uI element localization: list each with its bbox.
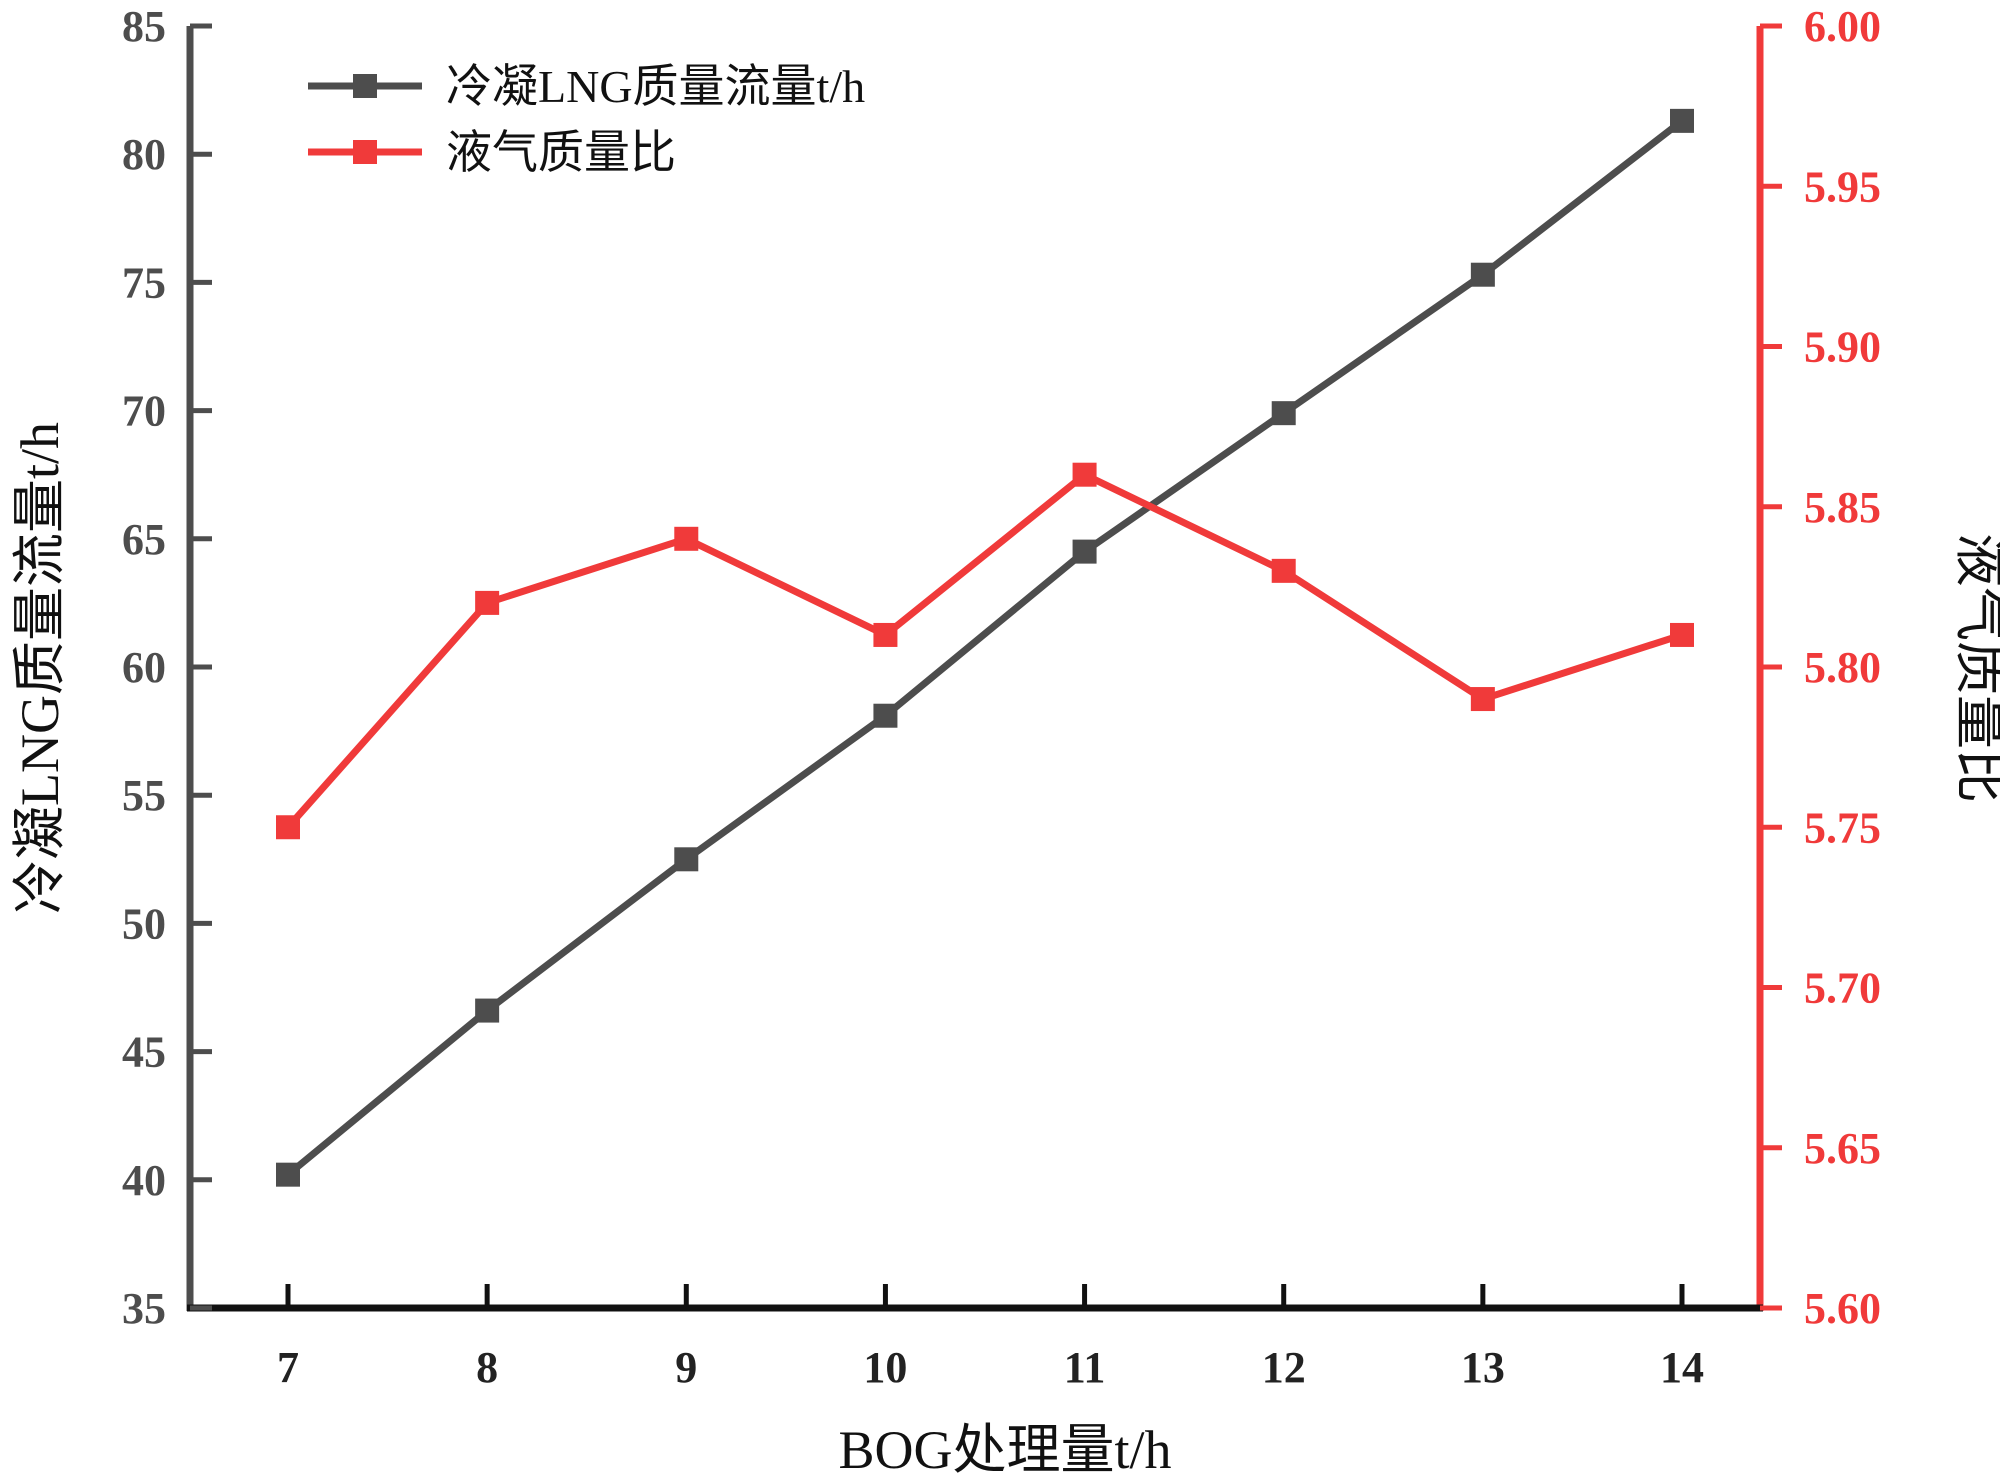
left-y-axis-title: 冷凝LNG质量流量t/h bbox=[10, 422, 70, 914]
right-tick-label: 5.65 bbox=[1804, 1124, 1881, 1173]
right-tick-label: 5.90 bbox=[1804, 323, 1881, 372]
legend-label-2: 液气质量比 bbox=[446, 127, 676, 178]
legend: 冷凝LNG质量流量t/h 液气质量比 bbox=[308, 61, 865, 178]
series-1-point bbox=[1072, 539, 1097, 564]
right-tick-label: 5.85 bbox=[1804, 483, 1881, 532]
left-tick-label: 45 bbox=[122, 1028, 166, 1077]
series-1-point bbox=[475, 998, 500, 1023]
right-tick-label: 5.60 bbox=[1804, 1284, 1881, 1333]
x-tick-label: 8 bbox=[476, 1343, 498, 1392]
left-tick-label: 65 bbox=[122, 515, 166, 564]
left-tick-label: 80 bbox=[122, 130, 166, 179]
series-2-point bbox=[674, 526, 699, 551]
legend-marker-1 bbox=[353, 74, 377, 98]
right-axis-ticks: 5.60 5.65 5.70 5.75 5.80 5.85 5.90 5.95 6.00 bbox=[1760, 2, 1881, 1333]
left-tick-label: 50 bbox=[122, 899, 166, 948]
series-2-point bbox=[1470, 687, 1495, 712]
series-group bbox=[276, 108, 1694, 1187]
left-tick-label: 70 bbox=[122, 387, 166, 436]
series-2-point bbox=[475, 590, 500, 615]
axes bbox=[186, 26, 1764, 1312]
series-line-1 bbox=[285, 118, 1685, 1178]
left-tick-label: 55 bbox=[122, 771, 166, 820]
x-tick-label: 9 bbox=[675, 1343, 697, 1392]
series-2-point bbox=[1271, 558, 1296, 583]
legend-marker-2 bbox=[353, 140, 377, 164]
series-1-point bbox=[1470, 262, 1495, 287]
x-tick-label: 11 bbox=[1064, 1343, 1106, 1392]
right-tick-label: 5.80 bbox=[1804, 643, 1881, 692]
left-tick-label: 40 bbox=[122, 1156, 166, 1205]
x-tick-label: 10 bbox=[863, 1343, 907, 1392]
x-axis-ticks: 7 8 9 10 11 12 13 14 bbox=[277, 1284, 1704, 1392]
x-tick-label: 12 bbox=[1262, 1343, 1306, 1392]
series-1-point bbox=[1271, 401, 1296, 426]
left-tick-label: 35 bbox=[122, 1284, 166, 1333]
series-line-2 bbox=[285, 471, 1684, 830]
series-2-point bbox=[1072, 462, 1097, 487]
x-tick-label: 7 bbox=[277, 1343, 299, 1392]
right-tick-label: 5.75 bbox=[1804, 803, 1881, 852]
x-axis-title: BOG处理量t/h bbox=[838, 1420, 1171, 1480]
series-2-point bbox=[1670, 622, 1694, 647]
right-tick-label: 5.95 bbox=[1804, 162, 1881, 211]
right-tick-label: 5.70 bbox=[1804, 964, 1881, 1013]
left-axis-ticks: 35 40 45 50 55 60 65 70 75 80 85 bbox=[122, 2, 212, 1333]
x-tick-label: 14 bbox=[1660, 1343, 1704, 1392]
right-tick-label: 6.00 bbox=[1804, 2, 1881, 51]
legend-label-1: 冷凝LNG质量流量t/h bbox=[446, 61, 865, 112]
left-tick-label: 75 bbox=[122, 258, 166, 307]
series-1-point bbox=[674, 847, 699, 872]
series-1-point bbox=[1670, 108, 1694, 133]
right-y-axis-title: 液气质量比 bbox=[1950, 533, 2000, 803]
series-1-point bbox=[873, 703, 898, 728]
left-tick-label: 60 bbox=[122, 643, 166, 692]
x-tick-label: 13 bbox=[1461, 1343, 1505, 1392]
series-2-point bbox=[276, 815, 300, 840]
series-2-point bbox=[873, 622, 898, 647]
left-tick-label: 85 bbox=[122, 2, 166, 51]
series-1-point bbox=[276, 1162, 300, 1187]
